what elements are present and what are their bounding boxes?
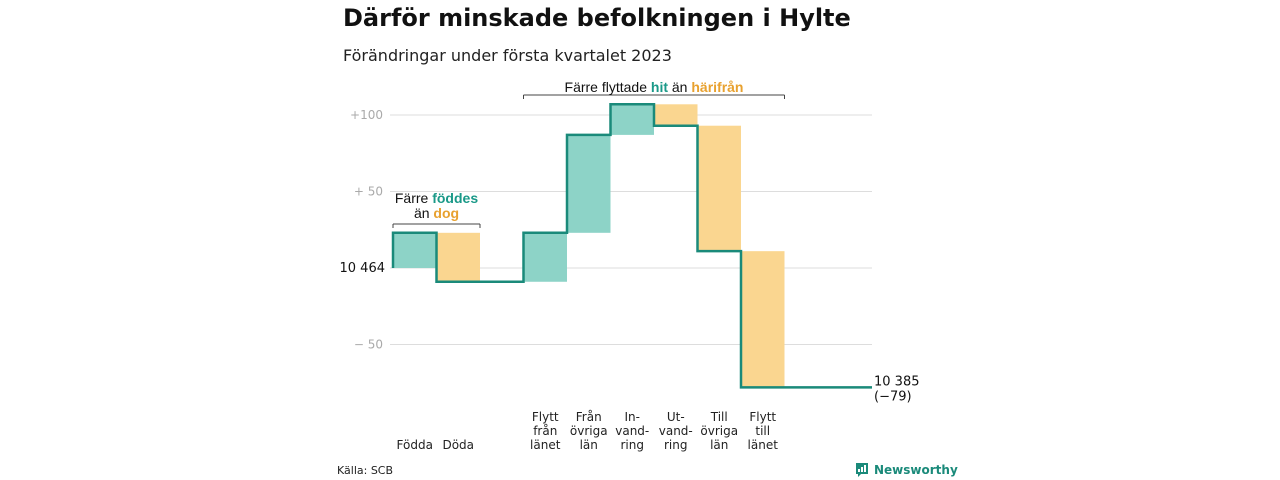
cumulative-step-line xyxy=(391,103,872,389)
category-label: län xyxy=(710,438,728,452)
decrease-bar xyxy=(436,232,480,282)
category-label: Döda xyxy=(442,438,474,452)
category-label: Flytt xyxy=(532,410,559,424)
decrease-bar xyxy=(741,251,785,388)
brand-name: Newsworthy xyxy=(874,463,958,477)
start-value-label: 10 464 xyxy=(340,261,386,276)
category-label: In- xyxy=(625,410,640,424)
annotation-text: än dog xyxy=(414,205,459,221)
increase-bar xyxy=(567,134,611,233)
chart-subtitle: Förändringar under första kvartalet 2023 xyxy=(343,46,672,65)
category-label: Födda xyxy=(397,438,433,452)
increase-bar xyxy=(393,232,437,268)
category-label: till xyxy=(755,424,770,438)
y-tick-label: + 50 xyxy=(354,185,383,199)
category-label: vand- xyxy=(615,424,649,438)
newsworthy-icon xyxy=(856,463,868,477)
category-label: Flytt xyxy=(749,410,776,424)
y-tick-label: − 50 xyxy=(354,338,383,352)
category-label: Ut- xyxy=(667,410,685,424)
category-label: länet xyxy=(530,438,561,452)
annotation-text: Färre flyttade hit än härifrån xyxy=(565,79,744,95)
annotation-text: Färre föddes xyxy=(395,190,478,206)
category-label: ring xyxy=(664,438,688,452)
end-value-label: 10 385 xyxy=(874,374,920,389)
decrease-bar xyxy=(697,125,741,252)
category-label: Till xyxy=(710,410,728,424)
source-label: Källa: SCB xyxy=(337,464,394,477)
category-label: övriga xyxy=(700,424,738,438)
brand-logo: Newsworthy xyxy=(855,462,958,478)
category-label: länet xyxy=(748,438,779,452)
category-label: län xyxy=(580,438,598,452)
y-tick-label: +100 xyxy=(350,108,383,122)
chart-title: Därför minskade befolkningen i Hylte xyxy=(343,4,851,32)
increase-bar xyxy=(610,104,654,135)
increase-bar xyxy=(523,232,567,282)
decrease-bar xyxy=(654,104,698,126)
category-label: vand- xyxy=(659,424,693,438)
category-label: ring xyxy=(621,438,645,452)
category-label: Från xyxy=(576,410,602,424)
end-change-label: (−79) xyxy=(874,389,912,404)
category-label: från xyxy=(533,424,557,438)
category-label: övriga xyxy=(570,424,608,438)
